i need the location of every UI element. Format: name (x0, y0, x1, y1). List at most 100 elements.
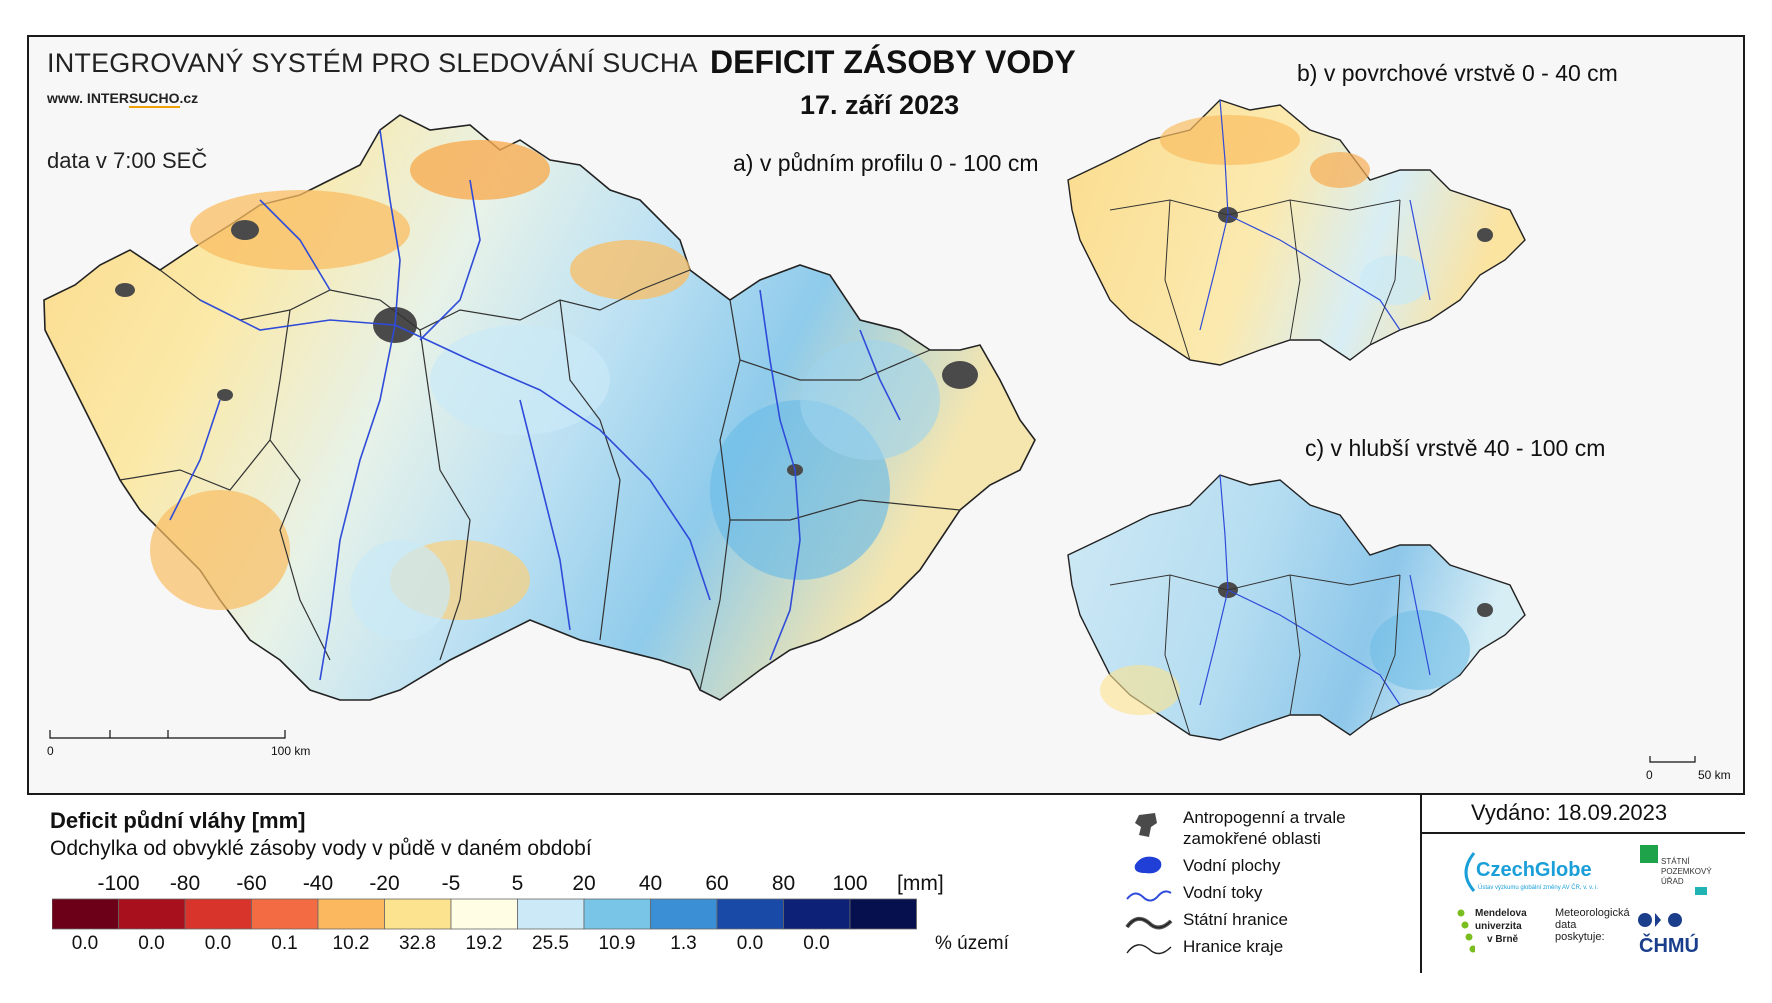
website-highlight: SUCHO (128, 90, 180, 108)
spu-line1: STÁTNÍ (1661, 857, 1690, 866)
legend-color-bar (52, 898, 917, 930)
deficit-patch-n (410, 140, 550, 200)
legend-percentage: 0.1 (271, 933, 298, 954)
region-borders (119, 269, 961, 691)
legend-threshold-label: 80 (771, 872, 796, 895)
legend-title: Deficit půdní vláhy [mm] (50, 808, 306, 833)
scale-main-end: 100 km (271, 744, 311, 758)
map-b (1067, 99, 1526, 366)
legend-percentage: 0.0 (204, 933, 232, 954)
legend-swatch (317, 898, 385, 930)
meteo-line1: Meteorologická (1555, 907, 1630, 919)
legend-panel (27, 793, 1745, 973)
chmu-symbol-icon (1638, 913, 1682, 927)
map-a-title: a) v půdním profilu 0 - 100 cm (733, 150, 1039, 176)
legend-swatch (52, 898, 119, 930)
map-a (43, 114, 1036, 701)
deficit-patch-sw (150, 490, 290, 610)
key-urban-line2: zamokřené oblasti (1183, 829, 1321, 848)
issued-divider (1420, 832, 1745, 834)
legend-threshold-label: -80 (169, 872, 201, 895)
chmu-logo[interactable]: Meteorologická data poskytuje: ČHMÚ (1555, 905, 1735, 965)
legend-swatch (783, 898, 851, 930)
deficit-patch-ne (570, 240, 690, 300)
key-urban-line1: Antropogenní a trvale (1183, 808, 1346, 827)
legend-swatch (650, 898, 718, 930)
map-date: 17. září 2023 (800, 90, 960, 120)
map-b-region-borders (1109, 199, 1401, 361)
legend-unit: [mm] (897, 872, 944, 895)
scale-main-zero: 0 (47, 744, 54, 758)
main-title: DEFICIT ZÁSOBY VODY (710, 44, 1076, 80)
legend-swatch (517, 898, 585, 930)
czechglobe-logo[interactable]: CzechGlobe Ústav výzkumu globální změny … (1456, 843, 1606, 901)
scale-small-end: 50 km (1698, 768, 1731, 782)
meteo-line2: data (1555, 919, 1577, 931)
mendel-line3: v Brně (1487, 934, 1519, 945)
legend-percentage: 25.5 (532, 933, 569, 954)
urban-area-ostrava (942, 361, 978, 389)
urban-area-nw1 (231, 220, 259, 240)
legend-percentage: 19.2 (465, 933, 503, 954)
legend-percentage: 1.3 (670, 933, 697, 954)
water-body-icon (1134, 856, 1162, 874)
website-prefix: www. INTER (47, 90, 129, 106)
legend-threshold-label: 20 (572, 872, 596, 895)
spu-green-square-icon (1640, 845, 1658, 863)
state-border-icon (1125, 916, 1173, 930)
legend-percentage: 0.0 (138, 933, 165, 954)
legend-threshold-label: -40 (302, 872, 334, 895)
data-time-label: data v 7:00 SEČ (47, 148, 208, 173)
mendel-logo[interactable]: Mendelova univerzita v Brně (1455, 905, 1550, 965)
website-link[interactable]: www. INTERSUCHO.cz (47, 90, 198, 108)
issued-panel (1420, 793, 1745, 973)
river-icon (1126, 890, 1172, 902)
rivers (169, 129, 901, 681)
urban-area-nw2 (115, 283, 135, 297)
surplus-patch-east (800, 340, 940, 460)
legend-percentage: 32.8 (399, 933, 436, 954)
legend-swatch (384, 898, 452, 930)
deficit-patch-nw (190, 190, 410, 270)
urban-icon (1135, 813, 1157, 837)
map-c (1067, 474, 1526, 741)
key-rivers: Vodní toky (1183, 883, 1263, 902)
map-b-urban-ostrava (1477, 228, 1493, 242)
legend-threshold-label: -5 (441, 872, 461, 895)
meteo-text-block: Meteorologická data poskytuje: (1555, 907, 1630, 943)
map-c-urban-ostrava (1477, 603, 1493, 617)
mendel-dots-icon (1457, 909, 1475, 953)
chmu-name: ČHMÚ (1639, 935, 1699, 957)
system-title: INTEGROVANÝ SYSTÉM PRO SLEDOVÁNÍ SUCHA (47, 48, 698, 78)
legend-pct-unit: % území (935, 933, 1009, 954)
issued-date: Vydáno: 18.09.2023 (1471, 800, 1668, 825)
legend-swatch (450, 898, 518, 930)
mendel-line2: univerzita (1475, 921, 1522, 932)
legend-threshold-label: -20 (369, 872, 400, 895)
map-c-title: c) v hlubší vrstvě 40 - 100 cm (1305, 435, 1606, 461)
spu-teal-square-icon (1695, 887, 1707, 895)
map-c-surplus-patch (1370, 610, 1470, 690)
legend-swatch (118, 898, 186, 930)
legend-threshold-label: 100 (832, 872, 868, 895)
map-key-symbols (1125, 813, 1173, 955)
legend-threshold-label: -60 (236, 872, 267, 895)
spu-text-block: STÁTNÍ POZEMKOVÝ ÚŘAD (1661, 857, 1712, 887)
legend-threshold-label: 40 (638, 872, 663, 895)
legend-swatch (583, 898, 651, 930)
spu-line3: ÚŘAD (1661, 877, 1684, 886)
legend-percentage: 0.0 (736, 933, 764, 954)
urban-area-plzen (217, 389, 233, 401)
spu-line2: POZEMKOVÝ (1661, 867, 1712, 876)
czechglobe-subtitle: Ústav výzkumu globální změny AV ČR, v. v… (1478, 885, 1599, 891)
mendel-text-block: Mendelova univerzita v Brně (1475, 907, 1527, 946)
legend-swatch (849, 898, 917, 930)
spu-logo[interactable]: STÁTNÍ POZEMKOVÝ ÚŘAD (1635, 845, 1725, 895)
key-state-border: Státní hranice (1183, 910, 1288, 929)
scale-bar-main (49, 730, 286, 739)
scale-small-zero: 0 (1646, 768, 1653, 782)
legend-percentage: 10.9 (598, 933, 636, 954)
region-border-icon (1126, 944, 1172, 955)
map-b-deficit-patch (1160, 115, 1300, 165)
